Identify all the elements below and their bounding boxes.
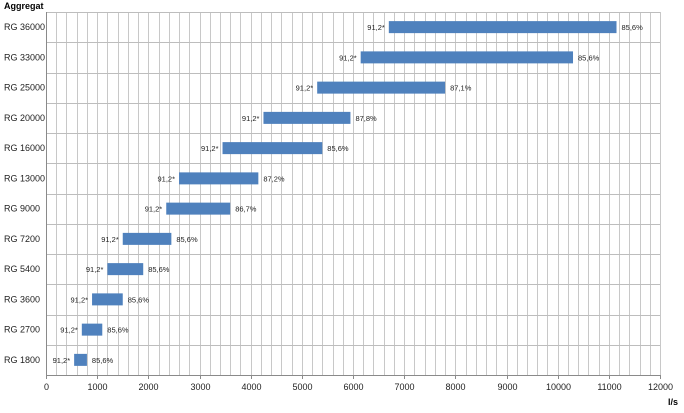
x-tick-label: 0 (44, 382, 49, 392)
category-label: RG 7200 (4, 234, 40, 244)
x-tick-label: 7000 (394, 382, 414, 392)
start-value-label: 91,2* (339, 53, 357, 62)
x-tick-label: 5000 (292, 382, 312, 392)
range-bar (107, 263, 144, 276)
category-label: RG 20000 (4, 113, 45, 123)
range-bar (81, 323, 103, 336)
end-value-label: 85,6% (578, 53, 600, 62)
range-bar (388, 21, 617, 34)
range-bar (222, 142, 323, 155)
category-label: RG 16000 (4, 143, 45, 153)
category-label: RG 3600 (4, 294, 40, 304)
category-label: RG 13000 (4, 173, 45, 183)
category-label: RG 36000 (4, 22, 45, 32)
x-tick-label: 4000 (241, 382, 261, 392)
x-tick-label: 10000 (546, 382, 571, 392)
start-value-label: 91,2* (86, 265, 104, 274)
start-value-label: 91,2* (71, 295, 89, 304)
start-value-label: 91,2* (53, 356, 71, 365)
end-value-label: 85,6% (128, 295, 150, 304)
start-value-label: 91,2* (101, 235, 119, 244)
x-tick-label: 2000 (138, 382, 158, 392)
x-tick-label: 1000 (87, 382, 107, 392)
range-bar (74, 353, 87, 366)
category-label: RG 9000 (4, 204, 40, 214)
start-value-label: 91,2* (242, 114, 260, 123)
x-tick-label: 8000 (445, 382, 465, 392)
x-tick-label: 3000 (190, 382, 210, 392)
range-bar (263, 111, 351, 124)
category-label: RG 2700 (4, 325, 40, 335)
category-label: RG 5400 (4, 264, 40, 274)
grid (46, 12, 661, 376)
end-value-label: 85,6% (622, 23, 644, 32)
start-value-label: 91,2* (367, 23, 385, 32)
end-value-label: 86,7% (235, 205, 257, 214)
range-bar (317, 81, 446, 94)
category-label: RG 33000 (4, 52, 45, 62)
axes: 0 1000 2000 3000 4000 5000 6000 7000 8000 9000 100… (44, 12, 673, 392)
y-axis-title: Aggregat (4, 1, 44, 11)
range-bar (360, 51, 574, 64)
end-value-label: 87,1% (450, 84, 472, 93)
start-value-label: 91,2* (60, 326, 78, 335)
x-axis-title: l/s (668, 397, 678, 407)
end-value-label: 85,6% (92, 356, 114, 365)
x-tick-label: 11000 (597, 382, 621, 392)
start-value-label: 91,2* (201, 144, 219, 153)
x-tick-label: 12000 (648, 382, 673, 392)
bars (74, 21, 617, 366)
start-value-label: 91,2* (158, 174, 176, 183)
end-value-label: 85,6% (327, 144, 349, 153)
labels: RG 36000 91,2* 85,6% RG 33000 91,2* 85,6% RG 2… (4, 22, 643, 365)
range-bar (92, 293, 123, 306)
x-tick-label: 6000 (343, 382, 363, 392)
category-label: RG 1800 (4, 355, 40, 365)
category-label: RG 25000 (4, 83, 45, 93)
end-value-label: 87,8% (355, 114, 377, 123)
end-value-label: 85,6% (148, 265, 170, 274)
start-value-label: 91,2* (296, 84, 314, 93)
x-tick-label: 9000 (497, 382, 517, 392)
end-value-label: 85,6% (107, 326, 129, 335)
range-bar (179, 172, 259, 185)
range-bar (122, 232, 172, 245)
end-value-label: 87,2% (263, 174, 285, 183)
end-value-label: 85,6% (176, 235, 198, 244)
range-bar (166, 202, 231, 215)
start-value-label: 91,2* (145, 205, 163, 214)
